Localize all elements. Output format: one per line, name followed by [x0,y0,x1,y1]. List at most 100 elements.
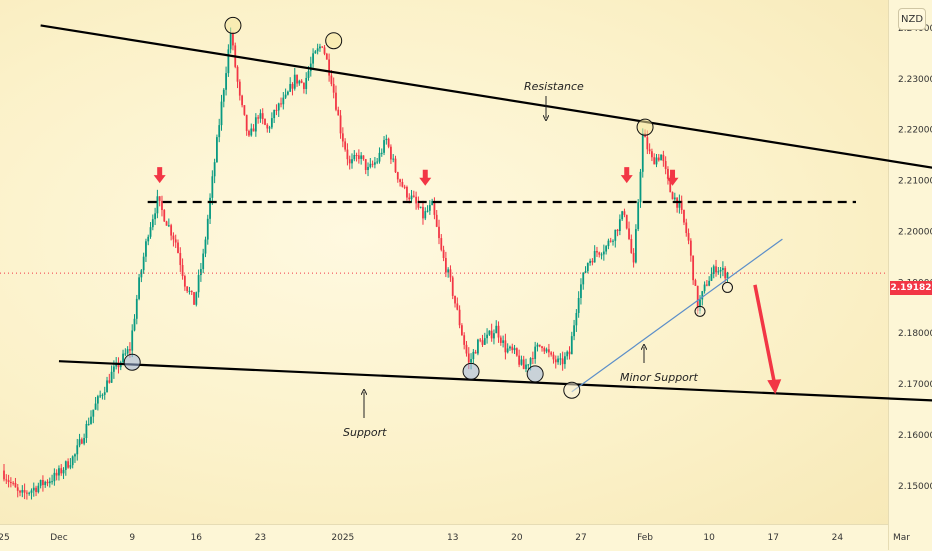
candle-body [479,339,482,341]
candle-body [362,155,365,160]
candle-body [545,349,548,352]
candle-body [179,252,182,266]
candle-body [23,490,26,493]
candle-body [289,84,292,92]
resistance-line [40,24,932,169]
candle-body [655,157,658,165]
candle-body [80,439,83,444]
candle-body [580,284,582,298]
candle-body [204,239,207,254]
candle-body [222,89,225,102]
candle-body [582,272,585,285]
resistance-touch-circle [325,32,343,50]
price-axis[interactable] [888,0,932,550]
plot-area[interactable] [0,0,888,524]
candle-body [726,272,729,279]
candle-body [172,235,175,240]
candle-body [637,202,640,230]
candle-body [678,200,681,208]
candle-body [534,346,537,359]
y-tick-label: 2.15000 [898,482,932,492]
candle-body [170,225,173,236]
candle-body [124,353,127,355]
candle-body [346,149,349,160]
candle-body [502,340,505,343]
support-touch-circle [123,353,141,371]
candle-body [518,355,521,365]
candle-body [415,196,418,204]
candle-body [687,233,690,241]
candle-body [85,424,88,439]
candle-body [387,138,390,147]
currency-badge[interactable]: NZD [898,8,926,30]
candle-body [335,92,337,110]
time-axis[interactable] [0,524,888,551]
candle-body [3,470,5,480]
minor-support-line [571,238,783,393]
candle-body [685,222,688,234]
candle-body [360,155,363,159]
candle-body [323,47,326,54]
candle-body [206,218,209,240]
candles-layer [3,27,729,500]
candle-body [399,179,401,182]
candle-body [513,348,516,351]
candle-body [710,274,713,281]
x-tick-label: Feb [637,533,653,543]
support-label: Support [343,426,387,439]
candle-body [426,210,429,212]
candle-body [252,128,255,132]
candle-body [541,346,543,348]
candle-body [433,200,436,215]
candle-body [37,485,40,493]
candle-body [341,133,344,142]
candle-body [53,472,56,482]
candle-body [67,461,70,468]
candle-body [584,271,587,273]
support-touch-circle [563,381,581,399]
resistance-touch-circle [636,118,654,136]
candle-body [660,154,662,161]
candle-body [305,77,308,90]
candle-body [472,351,475,360]
candle-body [639,171,642,203]
x-tick-label: Mar [893,533,910,543]
candle-body [392,158,395,160]
candle-body [227,49,230,74]
candle-body [463,335,466,345]
red-down-arrow-icon [153,167,166,184]
candle-body [440,238,443,250]
candle-body [60,468,63,474]
candle-body [309,63,312,72]
candle-body [291,84,294,89]
candle-body [140,270,143,278]
candle-body [577,297,580,314]
candle-body [692,255,695,281]
candle-body [270,118,273,128]
candle-body [515,348,518,356]
candle-body [161,200,163,210]
candle-body [298,80,301,84]
candle-body [197,275,200,293]
candle-body [229,33,232,50]
candle-body [667,168,669,179]
candle-body [467,353,470,363]
red-down-arrow-icon [666,169,679,186]
candle-body [378,152,381,162]
candle-body [5,479,8,481]
candle-body [190,290,193,293]
candle-body [435,214,438,227]
candle-body [273,109,276,119]
candle-body [431,200,434,206]
candle-body [451,277,454,296]
candle-body [209,197,211,219]
candle-body [266,124,269,129]
candle-body [509,346,511,349]
candle-body [211,176,214,198]
candle-body [632,252,635,263]
candle-body [28,492,31,494]
candle-body [724,268,727,279]
candle-body [319,46,321,49]
minor-support-label: Minor Support [620,371,698,384]
candle-body [506,348,509,353]
